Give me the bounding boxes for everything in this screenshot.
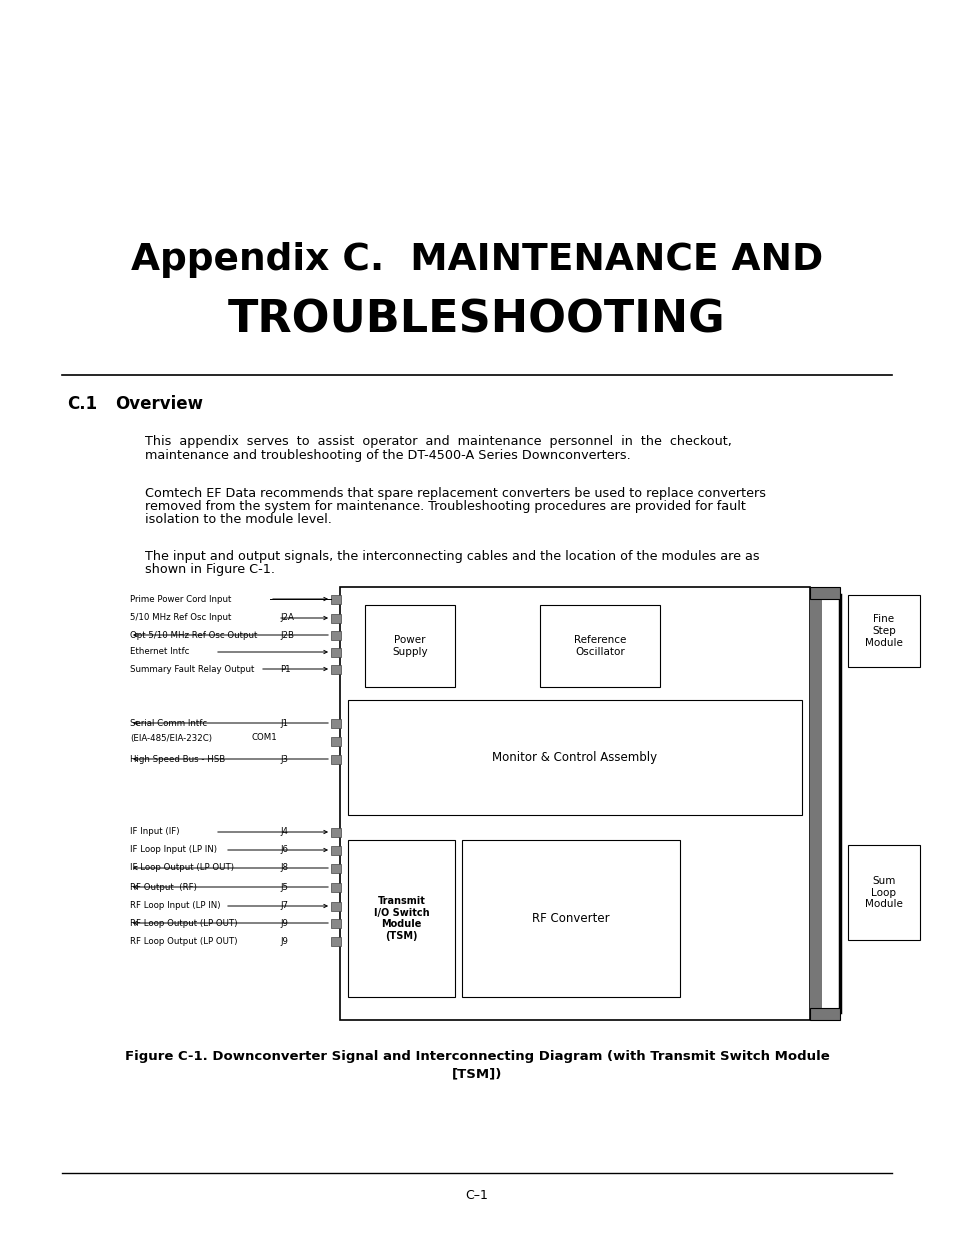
Text: P1: P1: [280, 664, 291, 673]
Bar: [331, 719, 340, 727]
Text: maintenance and troubleshooting of the DT-4500-A Series Downconverters.: maintenance and troubleshooting of the D…: [145, 450, 630, 462]
Text: RF Loop Input (LP IN): RF Loop Input (LP IN): [130, 902, 220, 910]
Text: Reference
Oscillator: Reference Oscillator: [573, 635, 625, 657]
Text: J9: J9: [280, 936, 288, 946]
Text: Opt 5/10 MHz Ref Osc Output: Opt 5/10 MHz Ref Osc Output: [130, 631, 257, 640]
Bar: [809, 587, 840, 599]
Text: IF Input (IF): IF Input (IF): [130, 827, 179, 836]
Bar: [331, 883, 340, 892]
Text: J3: J3: [280, 755, 288, 763]
Text: Overview: Overview: [115, 395, 203, 412]
Text: Summary Fault Relay Output: Summary Fault Relay Output: [130, 664, 254, 673]
Bar: [331, 863, 340, 872]
Bar: [331, 846, 340, 855]
Text: J4: J4: [280, 827, 288, 836]
Text: Transmit
I/O Switch
Module
(TSM): Transmit I/O Switch Module (TSM): [374, 897, 429, 941]
Text: Appendix C.  MAINTENANCE AND: Appendix C. MAINTENANCE AND: [131, 242, 822, 278]
Bar: [331, 936, 340, 946]
Text: C.1: C.1: [67, 395, 97, 412]
Text: TROUBLESHOOTING: TROUBLESHOOTING: [228, 299, 725, 342]
Bar: [809, 1008, 840, 1020]
Text: isolation to the module level.: isolation to the module level.: [145, 513, 332, 526]
Bar: [331, 614, 340, 622]
Bar: [331, 919, 340, 927]
Text: J2B: J2B: [280, 631, 294, 640]
Text: J7: J7: [280, 902, 288, 910]
Text: High Speed Bus - HSB: High Speed Bus - HSB: [130, 755, 225, 763]
Text: 5/10 MHz Ref Osc Input: 5/10 MHz Ref Osc Input: [130, 614, 232, 622]
Text: J1: J1: [280, 719, 288, 727]
Text: IF Loop Input (LP IN): IF Loop Input (LP IN): [130, 846, 216, 855]
Text: Comtech EF Data recommends that spare replacement converters be used to replace : Comtech EF Data recommends that spare re…: [145, 487, 765, 500]
Text: (EIA-485/EIA-232C): (EIA-485/EIA-232C): [130, 734, 212, 742]
Text: Ethernet Intfc: Ethernet Intfc: [130, 647, 190, 657]
Bar: [348, 700, 801, 815]
Bar: [539, 605, 659, 687]
Bar: [331, 902, 340, 910]
Text: This  appendix  serves  to  assist  operator  and  maintenance  personnel  in  t: This appendix serves to assist operator …: [145, 435, 731, 448]
Text: RF Converter: RF Converter: [532, 911, 609, 925]
Bar: [331, 647, 340, 657]
Text: COM1: COM1: [252, 734, 277, 742]
Bar: [339, 587, 809, 1020]
Bar: [331, 594, 340, 604]
Bar: [331, 827, 340, 836]
Text: removed from the system for maintenance. Troubleshooting procedures are provided: removed from the system for maintenance.…: [145, 500, 745, 513]
Text: Fine
Step
Module: Fine Step Module: [864, 614, 902, 647]
Bar: [331, 631, 340, 640]
Text: Serial Comm Intfc: Serial Comm Intfc: [130, 719, 207, 727]
Bar: [365, 605, 455, 687]
Text: RF Loop Output (LP OUT): RF Loop Output (LP OUT): [130, 936, 237, 946]
Text: J5: J5: [280, 883, 288, 892]
Text: C–1: C–1: [465, 1189, 488, 1202]
Text: The input and output signals, the interconnecting cables and the location of the: The input and output signals, the interc…: [145, 550, 759, 563]
Bar: [809, 587, 821, 1020]
Text: Monitor & Control Assembly: Monitor & Control Assembly: [492, 751, 657, 764]
Text: Figure C-1. Downconverter Signal and Interconnecting Diagram (with Transmit Swit: Figure C-1. Downconverter Signal and Int…: [125, 1050, 828, 1079]
Text: J9: J9: [280, 919, 288, 927]
Bar: [331, 755, 340, 763]
Bar: [847, 595, 919, 667]
Text: J6: J6: [280, 846, 288, 855]
Text: Power
Supply: Power Supply: [392, 635, 427, 657]
Bar: [331, 664, 340, 673]
Text: J2A: J2A: [280, 614, 294, 622]
Text: IF Loop Output (LP OUT): IF Loop Output (LP OUT): [130, 863, 233, 872]
Text: J8: J8: [280, 863, 288, 872]
Text: Sum
Loop
Module: Sum Loop Module: [864, 876, 902, 909]
Text: RF Loop Output (LP OUT): RF Loop Output (LP OUT): [130, 919, 237, 927]
Bar: [847, 845, 919, 940]
Bar: [331, 736, 340, 746]
Text: RF Output  (RF): RF Output (RF): [130, 883, 196, 892]
Bar: [461, 840, 679, 997]
Text: shown in Figure C-1.: shown in Figure C-1.: [145, 563, 274, 576]
Bar: [348, 840, 455, 997]
Text: Prime Power Cord Input: Prime Power Cord Input: [130, 594, 232, 604]
